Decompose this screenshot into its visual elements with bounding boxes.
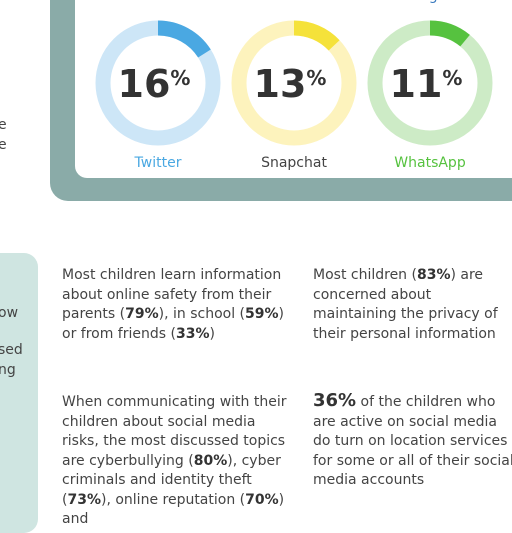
bold-text: 80%	[193, 452, 228, 469]
donut-label: Snapchat	[261, 155, 327, 171]
donut-arc	[293, 20, 340, 51]
text-run: of the children who are active on social…	[313, 394, 512, 488]
bold-text: 79%	[125, 306, 159, 322]
donut-label: WhatsApp	[394, 155, 466, 171]
text-fragment: ow	[0, 305, 19, 321]
bold-text: 70%	[245, 491, 279, 508]
donut-value: 16%	[118, 62, 191, 106]
text-fragment: e	[0, 117, 7, 133]
donut-area: Facebook YouTube Instagram 16% Twitter 13% Sna…	[95, 0, 493, 171]
text-run: ) or from friends (	[62, 306, 284, 342]
bold-text: 73%	[67, 491, 101, 508]
text-fragment: e	[0, 137, 7, 153]
donut-value: 13%	[254, 62, 327, 106]
text-run: ) are concerned about maintaining the pr…	[313, 267, 498, 342]
donut-arc	[429, 20, 470, 47]
donut-arc	[157, 20, 211, 58]
paragraph: Most children learn information about on…	[62, 266, 287, 344]
donut-label: Twitter	[134, 155, 182, 171]
text-run: ), in school (	[158, 306, 245, 322]
text-fragment: ng	[0, 362, 16, 378]
top-label: YouTube	[265, 0, 323, 4]
value-unit: %	[306, 66, 326, 90]
text-run: Most children (	[313, 267, 417, 283]
text-run: ), online reputation (	[100, 491, 246, 508]
paragraph: When communicating with their children a…	[62, 393, 294, 530]
side-panel	[0, 253, 38, 533]
paragraph: Most children (83%) are concerned about …	[313, 266, 512, 344]
text-run: ), cyber criminals and identity theft (	[62, 452, 281, 508]
donut-value: 11%	[390, 62, 463, 106]
value-number: 16	[118, 62, 171, 106]
top-label: Instagram	[394, 0, 465, 4]
text-run: )	[209, 325, 215, 342]
bold-text: 33%	[175, 325, 210, 342]
text-run: When communicating with their children a…	[62, 394, 287, 469]
value-unit: %	[442, 66, 462, 90]
value-number: 11	[390, 62, 443, 106]
text-run: Most children learn information about on…	[62, 267, 282, 322]
paragraph: 36% of the children who are active on so…	[313, 391, 512, 491]
bold-text: 83%	[416, 267, 451, 283]
text-fragment: sed	[0, 342, 23, 358]
top-label: Facebook	[125, 0, 192, 4]
value-unit: %	[170, 66, 190, 90]
value-number: 13	[254, 62, 307, 106]
bold-text: 59%	[245, 306, 279, 322]
bold-text: 36%	[313, 390, 357, 411]
